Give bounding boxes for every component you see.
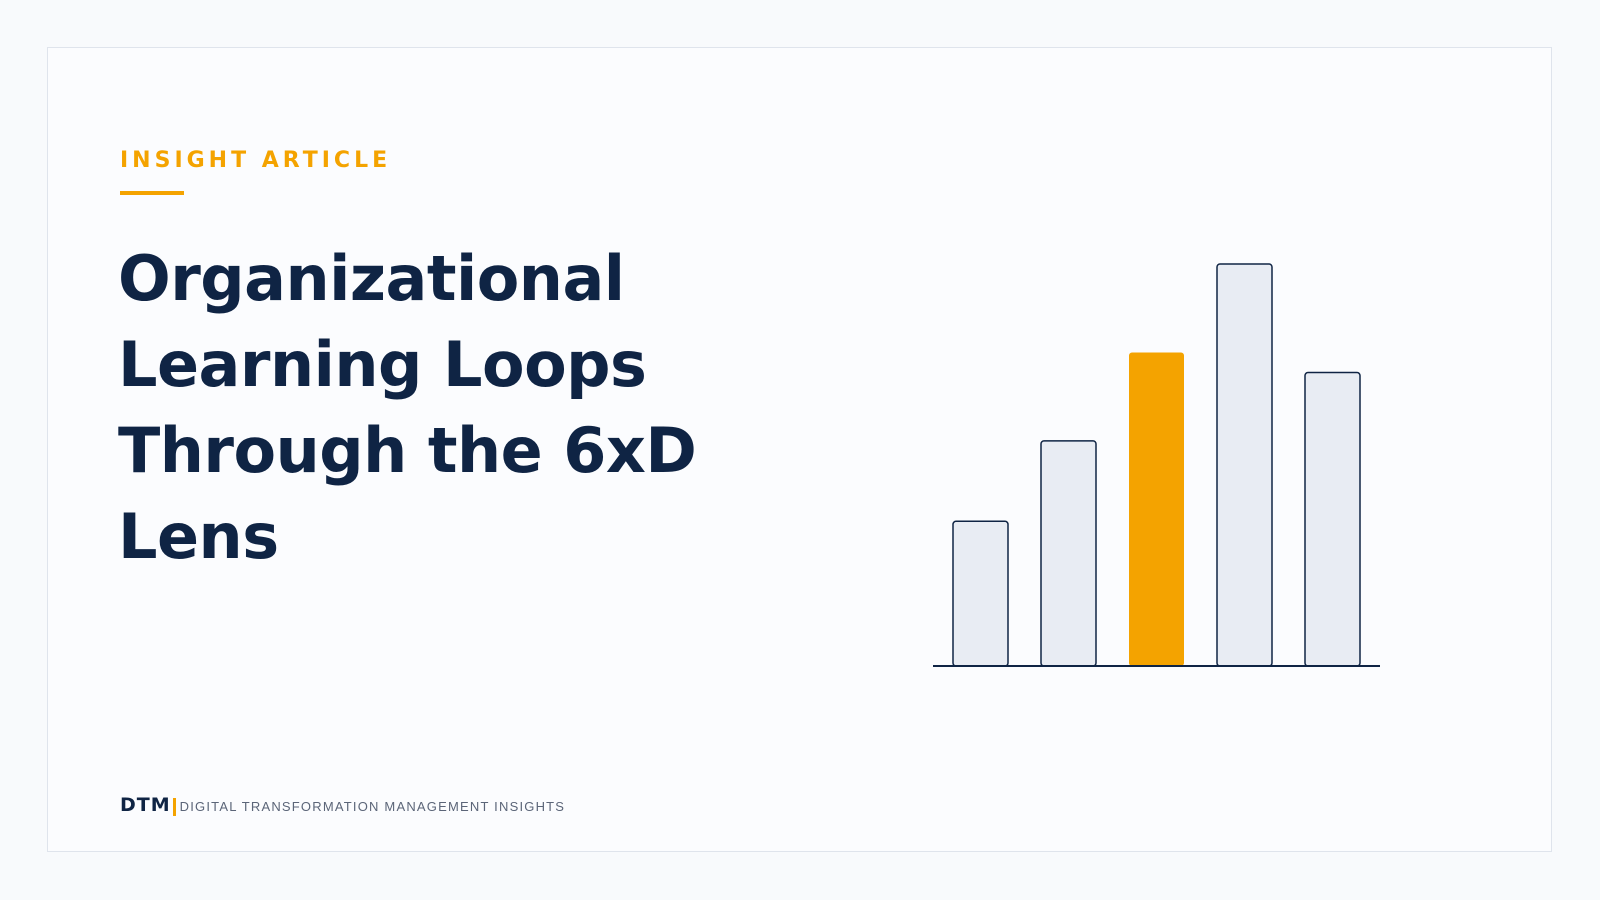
footer-brand: DTM DIGITAL TRANSFORMATION MANAGEMENT IN…	[120, 794, 565, 820]
chart-bar	[1040, 440, 1097, 667]
article-category-label: INSIGHT ARTICLE	[120, 148, 392, 173]
title-line: Lens	[118, 500, 279, 573]
brand-logo: DTM	[120, 794, 171, 816]
brand-divider	[172, 798, 176, 816]
title-line: Organizational	[118, 242, 625, 315]
brand-tagline: DIGITAL TRANSFORMATION MANAGEMENT INSIGH…	[179, 799, 566, 814]
article-title: Organizational Learning Loops Through th…	[118, 236, 758, 580]
highlighted-bar	[1129, 352, 1184, 666]
title-line: Learning Loops	[118, 328, 647, 401]
accent-underline	[120, 191, 184, 195]
article-card	[47, 47, 1552, 852]
chart-bar	[1216, 263, 1273, 667]
bar-chart-icon	[933, 263, 1380, 667]
chart-bar	[952, 520, 1009, 667]
chart-bar	[1304, 371, 1361, 667]
title-line: Through the 6xD	[118, 414, 697, 487]
